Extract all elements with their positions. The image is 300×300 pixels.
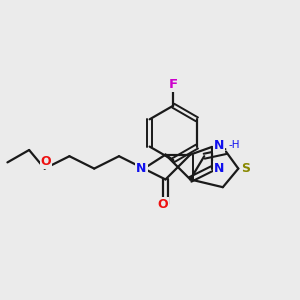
- Text: O: O: [157, 198, 168, 211]
- Text: N: N: [214, 162, 224, 175]
- Text: F: F: [169, 78, 178, 92]
- Text: O: O: [41, 155, 52, 168]
- Text: -H: -H: [228, 140, 240, 150]
- Text: N: N: [214, 139, 224, 152]
- Text: N: N: [136, 162, 146, 175]
- Text: S: S: [241, 162, 250, 175]
